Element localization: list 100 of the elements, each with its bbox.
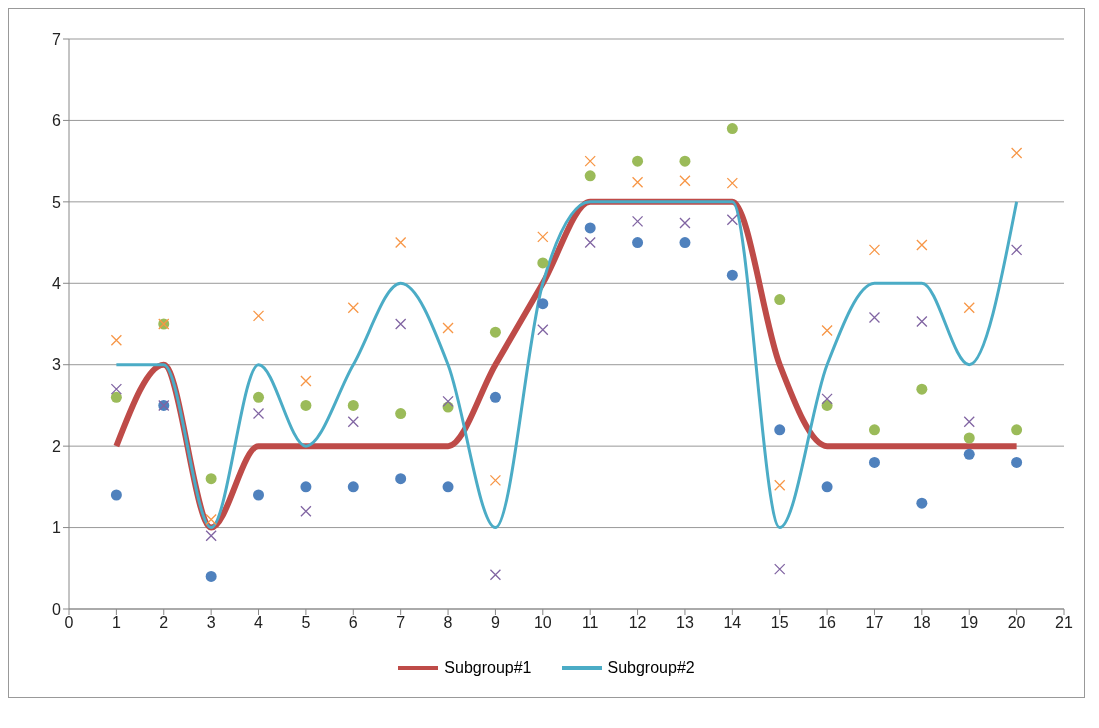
point	[679, 217, 691, 229]
point	[347, 481, 359, 493]
point	[110, 391, 122, 403]
y-tick-label: 3	[52, 356, 62, 374]
point	[868, 424, 880, 436]
point	[252, 407, 265, 420]
x-tick-label: 11	[581, 614, 599, 632]
point	[205, 473, 217, 485]
x-tick-label: 16	[818, 614, 837, 632]
point	[774, 424, 786, 436]
x-tick-label: 9	[490, 614, 500, 632]
point	[632, 237, 644, 249]
point	[205, 513, 217, 526]
point	[679, 155, 691, 167]
y-tick-label: 2	[52, 437, 62, 455]
x-tick-label: 19	[960, 614, 979, 632]
point	[395, 318, 407, 330]
point	[726, 269, 738, 281]
point	[774, 294, 786, 306]
point	[868, 311, 881, 324]
point	[726, 214, 738, 226]
x-tick-label: 15	[770, 614, 789, 632]
x-tick-label: 10	[533, 614, 552, 632]
point	[537, 231, 549, 243]
x-tick-label: 18	[912, 614, 931, 632]
point	[963, 448, 975, 460]
point	[963, 302, 975, 314]
point	[395, 473, 407, 485]
point	[537, 257, 549, 269]
x-tick-label: 14	[723, 614, 742, 632]
point	[395, 236, 407, 249]
point	[821, 393, 833, 405]
point	[868, 244, 881, 256]
point	[442, 395, 454, 408]
point	[963, 416, 975, 428]
x-tick-label: 12	[628, 614, 647, 632]
x-tick-label: 3	[206, 614, 216, 632]
x-tick-label: 8	[443, 614, 453, 632]
point	[821, 481, 833, 493]
point	[205, 570, 217, 582]
y-tick-label: 7	[52, 30, 62, 48]
y-tick-label: 0	[52, 600, 62, 618]
point	[584, 236, 596, 249]
point	[110, 383, 123, 395]
point	[821, 324, 833, 337]
x-tick-label: 20	[1007, 614, 1026, 632]
x-tick-label: 17	[865, 614, 884, 632]
x-tick-label: 7	[396, 614, 406, 632]
point	[489, 569, 502, 581]
point	[916, 383, 928, 395]
point	[679, 175, 691, 187]
point	[347, 399, 359, 411]
y-tick-label: 5	[52, 193, 62, 211]
point	[916, 497, 928, 509]
x-tick-label: 13	[676, 614, 694, 632]
x-tick-label: 4	[254, 614, 264, 632]
x-tick-label: 21	[1055, 614, 1073, 632]
point	[300, 481, 312, 493]
point	[347, 302, 359, 314]
x-tick-label: 6	[348, 614, 358, 632]
point	[252, 310, 265, 322]
point	[347, 416, 359, 428]
point	[395, 408, 407, 420]
point	[726, 123, 738, 135]
point	[110, 334, 123, 346]
point	[442, 481, 454, 493]
point	[916, 315, 928, 328]
point	[916, 239, 928, 251]
point	[584, 155, 596, 167]
point	[489, 391, 501, 403]
point	[489, 474, 502, 486]
point	[1011, 424, 1023, 436]
legend-label: Subgroup#2	[607, 659, 695, 677]
x-tick-label: 2	[159, 614, 169, 632]
point	[726, 177, 738, 189]
point	[774, 479, 786, 491]
y-tick-label: 1	[52, 519, 62, 537]
point	[868, 456, 880, 468]
point	[253, 489, 265, 501]
point	[632, 155, 644, 167]
legend-label: Subgroup#1	[444, 659, 532, 677]
point	[1011, 456, 1023, 468]
point	[110, 489, 122, 501]
y-tick-label: 6	[52, 112, 62, 130]
point	[963, 432, 975, 444]
point	[774, 563, 786, 575]
point	[584, 222, 596, 234]
point	[300, 505, 312, 517]
point	[537, 298, 549, 310]
x-tick-label: 0	[64, 614, 74, 632]
x-tick-label: 1	[111, 614, 121, 632]
point	[489, 326, 501, 338]
point	[253, 391, 265, 403]
point	[631, 176, 644, 188]
point	[537, 324, 549, 336]
point	[631, 215, 644, 228]
point	[584, 170, 596, 182]
point	[1010, 147, 1023, 159]
point	[205, 530, 217, 542]
y-tick-label: 4	[52, 274, 62, 292]
